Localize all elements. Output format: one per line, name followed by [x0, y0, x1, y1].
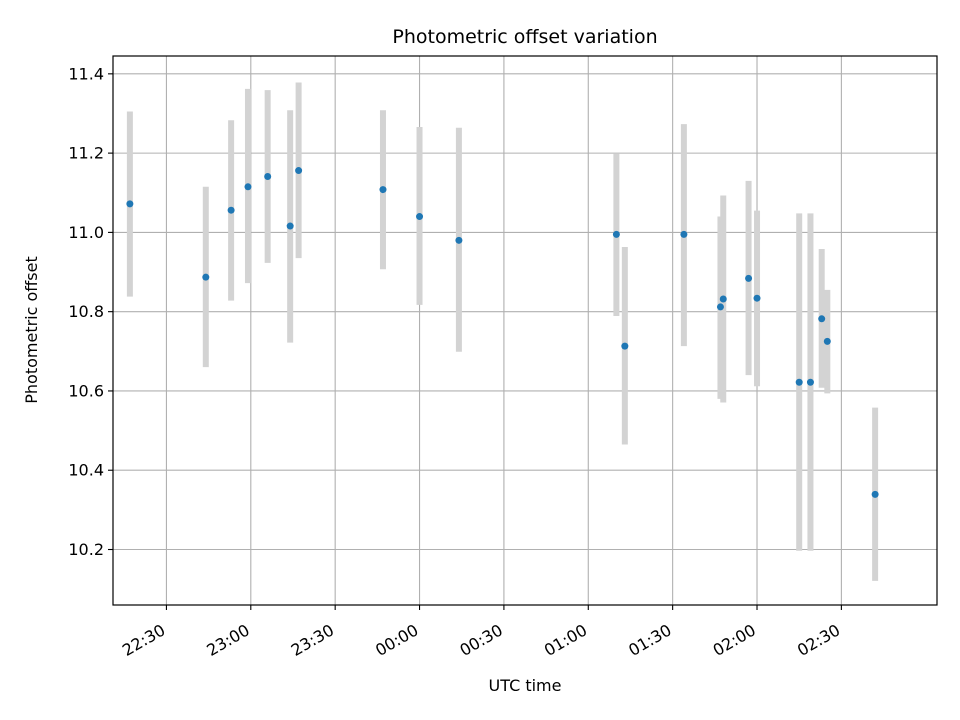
- y-tick-label: 11.2: [68, 144, 104, 163]
- data-point: [416, 213, 424, 221]
- y-tick-label: 10.8: [68, 302, 104, 321]
- data-point: [295, 167, 303, 175]
- y-tick-label: 10.2: [68, 540, 104, 559]
- data-point: [244, 183, 252, 191]
- data-point: [806, 378, 814, 386]
- data-point: [818, 315, 826, 323]
- data-point: [823, 337, 831, 345]
- data-point: [716, 303, 724, 311]
- data-point: [202, 273, 210, 281]
- chart-title: Photometric offset variation: [392, 26, 657, 48]
- plot-frame: [112, 55, 938, 606]
- y-tick-label: 11.4: [68, 64, 104, 83]
- data-point: [264, 173, 272, 181]
- data-point: [126, 200, 134, 208]
- data-point: [745, 274, 753, 282]
- y-tick-label: 10.6: [68, 381, 104, 400]
- data-points: [126, 167, 879, 498]
- data-point: [227, 206, 235, 214]
- data-point: [753, 294, 761, 302]
- data-point: [871, 490, 879, 498]
- y-axis-title: Photometric offset: [22, 256, 41, 404]
- data-point: [286, 222, 294, 230]
- data-point: [379, 186, 387, 194]
- x-axis-title: UTC time: [489, 676, 562, 695]
- y-axis: 10.2 10.4 10.6 10.8 11.0 11.2 11.4: [68, 64, 113, 559]
- y-tick-label: 10.4: [68, 461, 104, 480]
- data-point: [455, 236, 463, 244]
- data-point: [719, 295, 727, 303]
- data-point: [680, 230, 688, 238]
- data-point: [612, 230, 620, 238]
- y-tick-label: 11.0: [68, 223, 104, 242]
- data-point: [621, 342, 629, 350]
- data-point: [795, 378, 803, 386]
